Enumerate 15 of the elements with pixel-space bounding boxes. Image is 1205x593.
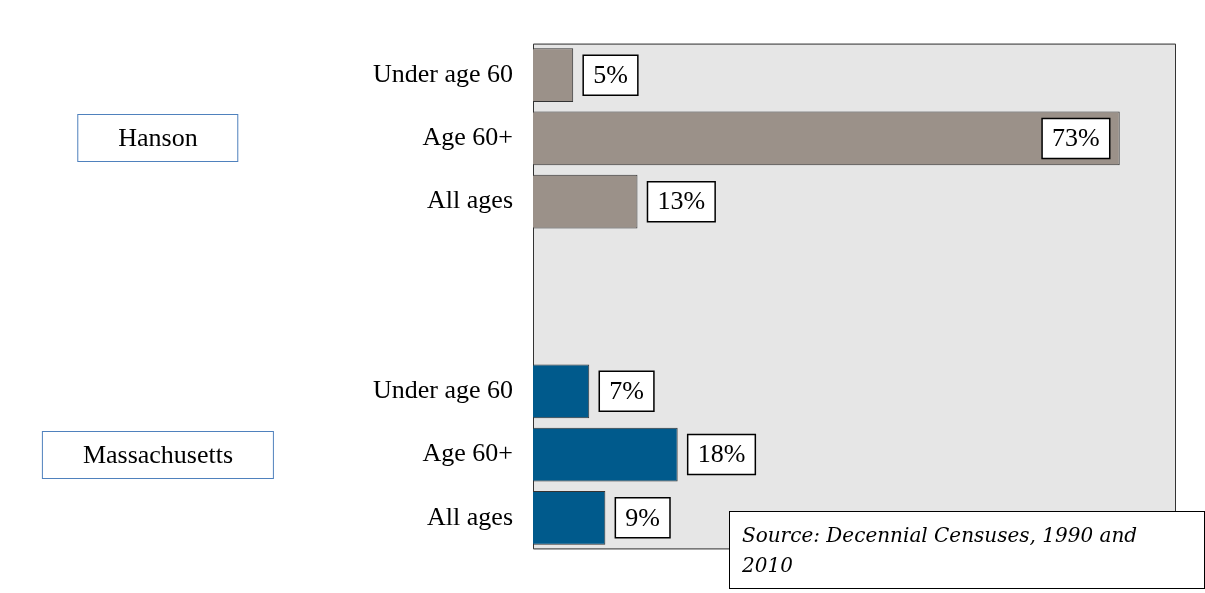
data-label: 13% <box>657 186 706 216</box>
y-tick-label: Under age 60 <box>372 375 513 405</box>
text: Hanson <box>77 114 239 163</box>
y-tick-label: Under age 60 <box>372 59 513 89</box>
y-tick-label: Age 60+ <box>422 122 513 152</box>
y-tick-label: All ages <box>427 185 513 215</box>
data-label: 9% <box>625 502 660 532</box>
text: Massachusetts <box>41 430 275 479</box>
data-label: 5% <box>593 60 628 90</box>
y-tick-label: All ages <box>427 501 513 531</box>
data-label: 73% <box>1052 123 1100 153</box>
note-box: Source: Decennial Censuses, 1990 and 2010 <box>729 511 1205 589</box>
data-label: 18% <box>697 439 746 469</box>
y-tick-label: Age 60+ <box>422 438 513 468</box>
data-label: 7% <box>609 376 644 406</box>
